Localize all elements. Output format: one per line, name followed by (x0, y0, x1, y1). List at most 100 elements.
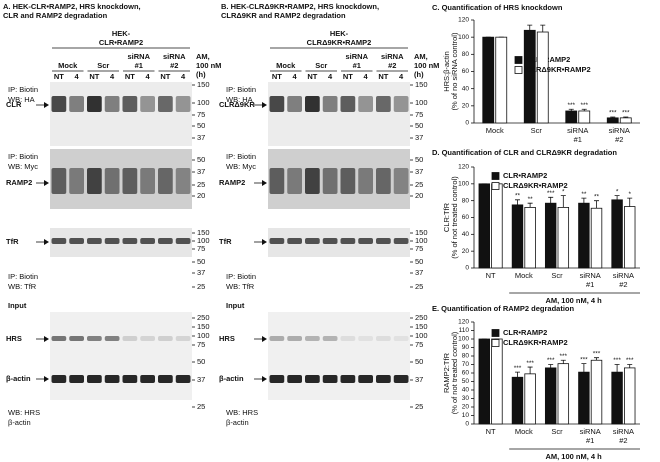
x-tick-label: #2 (619, 436, 627, 445)
x-tick-label: #2 (615, 135, 623, 144)
blot-antibody: IP: Biotin (226, 85, 256, 94)
y-tick-label: 20 (462, 404, 470, 411)
y-tick-label: 120 (458, 164, 469, 171)
legend-label: CLR•RAMP2 (503, 328, 547, 337)
blot-image (268, 312, 410, 400)
treatment-label: 100 nM (196, 61, 221, 70)
marker-label: 100 (415, 98, 428, 107)
marker-label: 150 (197, 80, 210, 89)
group-label: #1 (135, 61, 143, 70)
x-tick-label: Mock (486, 126, 504, 135)
y-tick-label: 0 (465, 421, 469, 428)
y-tick-label: 40 (462, 231, 470, 238)
x-tick-label: Scr (551, 427, 563, 436)
treatment-label: 100 nM (414, 61, 439, 70)
bar (478, 183, 491, 269)
panel-title: A. HEK-CLR•RAMP2, HRS knockdown, (3, 2, 141, 11)
marker-label: 100 (415, 236, 428, 245)
arrow-head (262, 102, 267, 108)
marker-label: 50 (415, 257, 423, 266)
blot-band (158, 168, 173, 194)
x-tick-label: siRNA (580, 271, 601, 280)
blot-band (140, 96, 155, 112)
target-label: HRS (6, 334, 22, 343)
group-label: siRNA (345, 52, 368, 61)
y-tick-label: 30 (462, 395, 470, 402)
blot-band (104, 238, 120, 244)
blot-band (69, 96, 84, 112)
blot-antibody: WB: Myc (8, 162, 38, 171)
group-label: Mock (58, 61, 78, 70)
significance: * (628, 191, 631, 198)
blot-antibody: WB: HRS (8, 408, 40, 417)
blot-band (358, 96, 373, 112)
panel-title: B. HEK-CLRΔ9KR•RAMP2, HRS knockdown, (221, 2, 379, 11)
blot-band (158, 96, 173, 112)
significance: * (562, 188, 565, 195)
lane-label: NT (343, 72, 353, 81)
error-bar (560, 359, 566, 364)
blot-band (269, 238, 285, 244)
error-bar (627, 364, 633, 368)
marker-label: 75 (415, 110, 423, 119)
arrow-head (262, 376, 267, 382)
error-bar (527, 24, 533, 31)
blot-band (122, 238, 138, 244)
blot-band (104, 336, 120, 341)
blot-band (305, 96, 320, 112)
legend-swatch (491, 339, 500, 347)
marker-label: 37 (415, 268, 423, 277)
blot-band (140, 238, 155, 244)
significance: *** (547, 357, 555, 364)
target-label: TfR (219, 237, 232, 246)
y-tick-label: 100 (458, 34, 469, 41)
blot-band (87, 375, 102, 383)
marker-label: 50 (415, 155, 423, 164)
marker-label: 150 (415, 228, 428, 237)
bar (606, 117, 619, 124)
y-tick-label: 60 (462, 214, 470, 221)
blot-antibody: WB: Myc (226, 162, 256, 171)
significance: *** (580, 102, 588, 109)
y-axis-label: (% of not treated control) (450, 331, 459, 414)
blot-band (87, 336, 102, 341)
marker-label: 50 (197, 257, 205, 266)
cell-line: CLR•RAMP2 (99, 38, 143, 47)
error-bar (610, 116, 616, 118)
blot-band (358, 375, 373, 383)
bar (495, 36, 508, 124)
bar (578, 202, 590, 269)
y-tick-label: 100 (458, 181, 469, 188)
arrow-head (44, 376, 49, 382)
significance: *** (622, 110, 630, 117)
blot-band (122, 336, 138, 341)
marker-label: 37 (197, 375, 205, 384)
marker-label: 50 (197, 357, 205, 366)
error-bar (560, 195, 566, 208)
lane-label: 4 (110, 72, 115, 81)
marker-label: 75 (197, 340, 205, 349)
blot-antibody: WB: HA (8, 95, 35, 104)
lane-label: NT (89, 72, 99, 81)
blot-band (122, 375, 138, 383)
treatment-label: (h) (414, 70, 424, 79)
significance: *** (609, 110, 617, 117)
lane-label: 4 (146, 72, 151, 81)
bar (557, 363, 570, 425)
bar (624, 367, 636, 425)
treatment-label: AM, (414, 52, 428, 61)
blot-antibody: β-actin (226, 418, 249, 427)
significance: ** (515, 193, 521, 200)
blot-band (158, 336, 173, 341)
arrow-head (44, 336, 49, 342)
blot-header: Input (8, 301, 27, 310)
bar (524, 373, 536, 425)
blot-band (175, 375, 191, 383)
blot-antibody: WB: TfR (8, 282, 37, 291)
marker-label: 75 (415, 244, 423, 253)
marker-label: 25 (197, 180, 205, 189)
blot-band (393, 168, 409, 194)
chart-title: D. Quantification of CLR and CLRΔ9KR deg… (432, 148, 617, 157)
marker-label: 100 (197, 331, 210, 340)
significance: *** (613, 357, 621, 364)
